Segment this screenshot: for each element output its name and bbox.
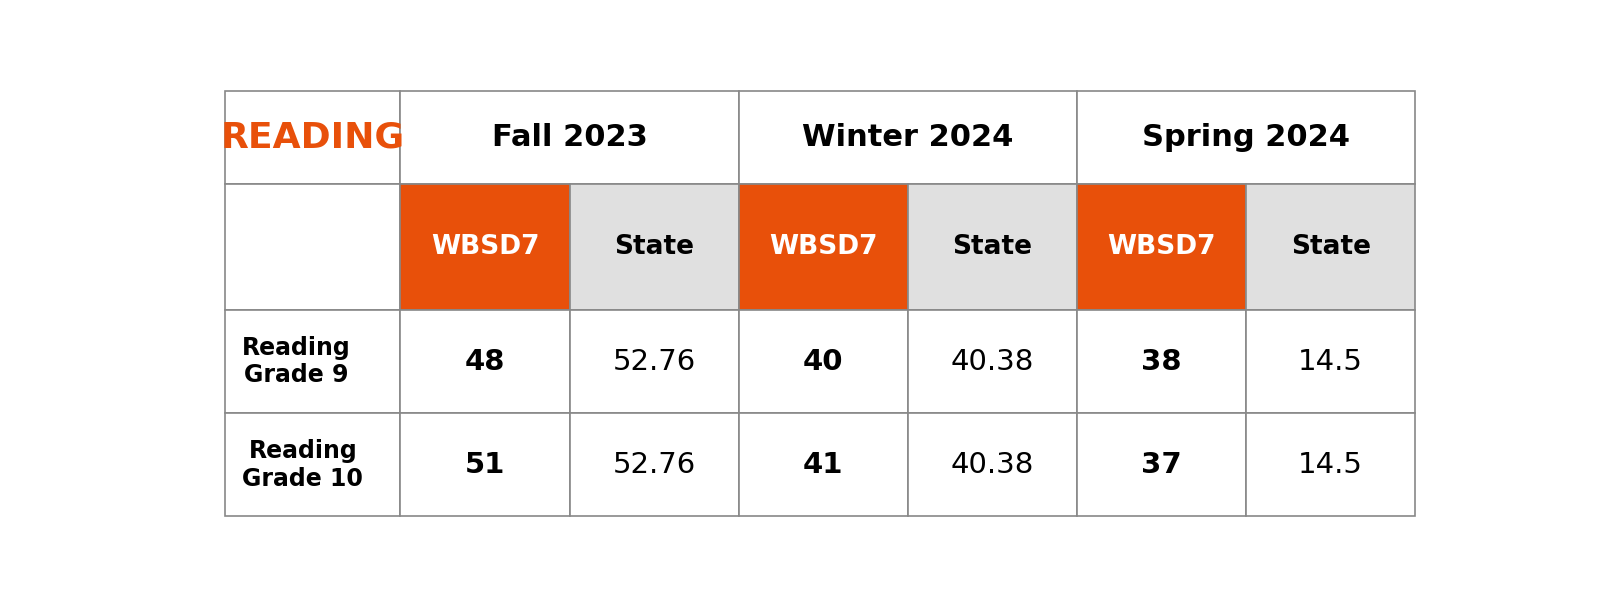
Text: Spring 2024: Spring 2024 bbox=[1142, 123, 1350, 152]
Text: 51: 51 bbox=[466, 451, 506, 479]
Bar bbox=[400, 185, 570, 310]
Bar bbox=[739, 413, 907, 516]
Text: 41: 41 bbox=[803, 451, 843, 479]
Text: Reading
Grade 9: Reading Grade 9 bbox=[242, 335, 350, 388]
Bar bbox=[224, 185, 400, 310]
Bar bbox=[739, 310, 907, 413]
Text: 14.5: 14.5 bbox=[1298, 451, 1363, 479]
Text: 40.38: 40.38 bbox=[950, 451, 1034, 479]
Bar bbox=[400, 310, 570, 413]
Text: State: State bbox=[1291, 234, 1371, 260]
Text: 14.5: 14.5 bbox=[1298, 347, 1363, 376]
Text: 37: 37 bbox=[1141, 451, 1182, 479]
Bar bbox=[400, 91, 739, 185]
Text: 52.76: 52.76 bbox=[613, 347, 696, 376]
Bar bbox=[739, 185, 907, 310]
Text: State: State bbox=[952, 234, 1032, 260]
Bar bbox=[570, 413, 739, 516]
Bar bbox=[1077, 91, 1416, 185]
Text: Fall 2023: Fall 2023 bbox=[491, 123, 648, 152]
Bar bbox=[400, 413, 570, 516]
Bar bbox=[1246, 310, 1416, 413]
Text: Reading
Grade 10: Reading Grade 10 bbox=[242, 439, 363, 490]
Bar bbox=[1077, 185, 1246, 310]
Bar bbox=[224, 91, 400, 185]
Text: State: State bbox=[614, 234, 694, 260]
Bar bbox=[224, 310, 400, 413]
Bar bbox=[570, 185, 739, 310]
Bar bbox=[907, 413, 1077, 516]
Bar bbox=[907, 185, 1077, 310]
Bar bbox=[570, 310, 739, 413]
Bar bbox=[907, 310, 1077, 413]
Text: 38: 38 bbox=[1141, 347, 1182, 376]
Text: WBSD7: WBSD7 bbox=[430, 234, 539, 260]
Text: Winter 2024: Winter 2024 bbox=[802, 123, 1013, 152]
Bar bbox=[739, 91, 1077, 185]
Bar bbox=[1246, 185, 1416, 310]
Text: 40.38: 40.38 bbox=[950, 347, 1034, 376]
Text: 40: 40 bbox=[803, 347, 843, 376]
Text: WBSD7: WBSD7 bbox=[770, 234, 877, 260]
Bar bbox=[1246, 413, 1416, 516]
Text: 52.76: 52.76 bbox=[613, 451, 696, 479]
Bar bbox=[1077, 413, 1246, 516]
Bar bbox=[1077, 310, 1246, 413]
Text: 48: 48 bbox=[466, 347, 506, 376]
Bar bbox=[224, 413, 400, 516]
Text: READING: READING bbox=[221, 120, 405, 154]
Text: WBSD7: WBSD7 bbox=[1107, 234, 1216, 260]
